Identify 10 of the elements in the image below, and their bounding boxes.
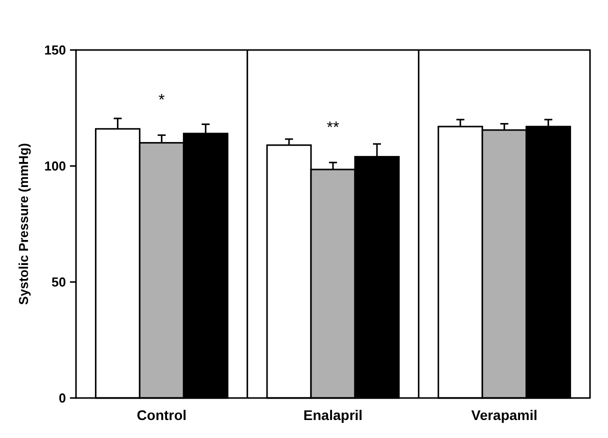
y-axis-title: Systolic Pressure (mmHg)	[16, 143, 31, 305]
annotation: **	[326, 120, 340, 137]
x-tick-label: Control	[136, 407, 187, 423]
y-tick-label: 50	[52, 274, 66, 290]
y-tick-label: 150	[44, 42, 66, 58]
x-tick-label: Enalapril	[303, 407, 363, 423]
annotation: *	[158, 92, 165, 110]
x-tick-label: Verapamil	[471, 407, 538, 423]
y-tick-label: 0	[58, 390, 66, 406]
y-tick-label: 100	[44, 158, 66, 174]
